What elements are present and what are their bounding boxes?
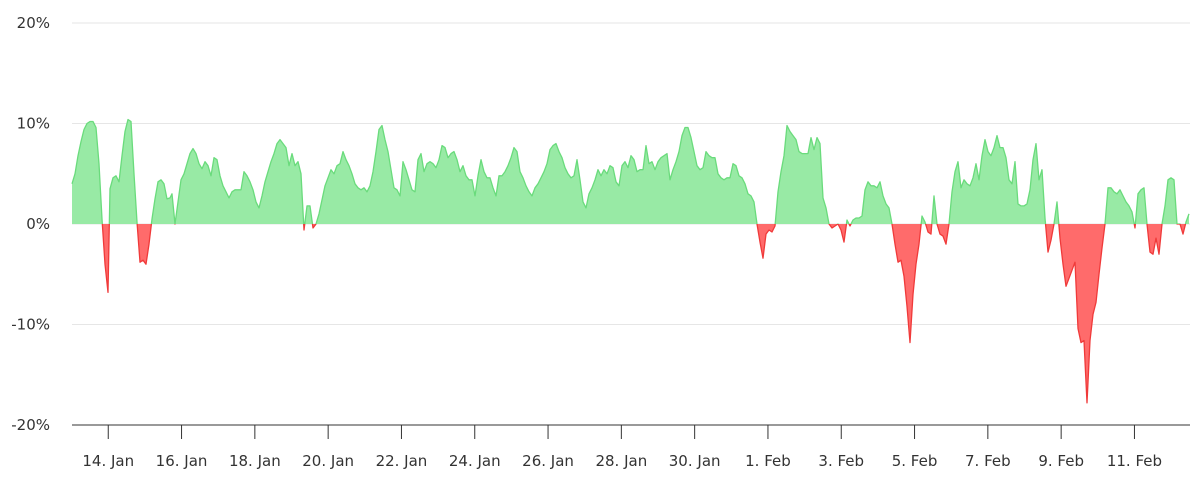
x-tick-label: 5. Feb (892, 452, 938, 470)
x-tick-label: 28. Jan (595, 452, 647, 470)
y-tick-label: 10% (17, 115, 50, 133)
x-tick-label: 7. Feb (965, 452, 1011, 470)
x-tick-label: 16. Jan (156, 452, 208, 470)
x-tick-label: 18. Jan (229, 452, 281, 470)
x-tick-label: 1. Feb (745, 452, 791, 470)
x-axis: 14. Jan 16. Jan 18. Jan 20. Jan 22. Jan 24. J… (72, 424, 1190, 470)
x-tick-label: 24. Jan (449, 452, 501, 470)
positive-line (71, 118, 1190, 224)
negative-area (72, 224, 1189, 404)
x-tick-label: 9. Feb (1038, 452, 1084, 470)
x-tick-label: 14. Jan (82, 452, 134, 470)
x-tick-label: 30. Jan (669, 452, 721, 470)
y-tick-label: -20% (11, 416, 50, 434)
x-tick-label: 22. Jan (376, 452, 428, 470)
x-tick-label: 20. Jan (302, 452, 354, 470)
x-tick-label: 3. Feb (818, 452, 864, 470)
x-tick-label: 11. Feb (1107, 452, 1162, 470)
y-tick-label: 20% (17, 14, 50, 32)
positive-area (71, 118, 1190, 224)
y-axis: 20% 10% 0% -10% -20% (11, 14, 50, 434)
positive-fill (72, 119, 1189, 224)
negative-fill (72, 224, 1189, 403)
y-tick-label: -10% (11, 316, 50, 334)
x-tick-label: 26. Jan (522, 452, 574, 470)
y-tick-label: 0% (26, 215, 50, 233)
